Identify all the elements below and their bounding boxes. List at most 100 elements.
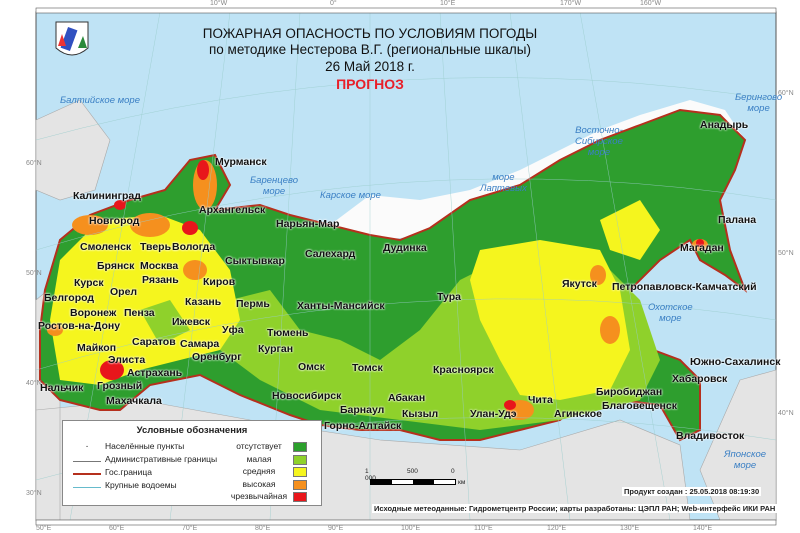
- legend-title: Условные обозначения: [136, 425, 248, 436]
- city-label: Смоленск: [80, 241, 132, 253]
- city-label: Магадан: [680, 242, 724, 254]
- danger-level-swatch: [293, 467, 307, 477]
- grid-label: 60°E: [109, 525, 125, 532]
- city-label: Белгород: [44, 292, 95, 304]
- city-label: Самара: [180, 338, 220, 350]
- grid-label: 160°W: [640, 0, 662, 7]
- legend-symbol-label: Гос.граница: [105, 467, 152, 477]
- city-label: Томск: [352, 362, 383, 374]
- city-label: Тверь: [140, 241, 172, 253]
- city-label: Биробиджан: [596, 386, 663, 398]
- city-label: Агинское: [554, 408, 602, 420]
- data-source: Исходные метеоданные: Гидрометцентр Росс…: [372, 504, 778, 513]
- city-label: Саратов: [132, 336, 176, 348]
- city-label: Сыктывкар: [225, 255, 285, 267]
- grid-label: 40°N: [26, 380, 42, 387]
- city-label: Грозный: [97, 380, 143, 392]
- grid-label: 10°E: [440, 0, 456, 7]
- city-label: Абакан: [388, 392, 426, 404]
- city-label: Хабаровск: [672, 373, 728, 385]
- danger-level-swatch: [293, 492, 307, 502]
- city-label: Уфа: [222, 324, 244, 336]
- city-label: Брянск: [97, 260, 135, 272]
- sea-label: Карское море: [320, 190, 381, 201]
- sea-label: Балтийское море: [60, 95, 141, 106]
- danger-level-label: чрезвычайная: [230, 491, 288, 501]
- grid-label: 10°W: [210, 0, 228, 7]
- city-label: Москва: [140, 260, 179, 272]
- grid-label: 110°E: [474, 525, 493, 532]
- city-label: Ханты-Мансийск: [297, 300, 385, 312]
- city-label: Якутск: [562, 278, 597, 290]
- city-label: Петропавловск-Камчатский: [612, 281, 757, 293]
- admin-border-icon: [73, 457, 101, 463]
- water-body-icon: [73, 483, 101, 489]
- grid-label: 70°E: [182, 525, 198, 532]
- legend-symbol-label: Крупные водоемы: [105, 480, 177, 490]
- city-label: Архангельск: [199, 204, 266, 216]
- grid-label: 130°E: [620, 525, 640, 532]
- grid-label: 80°E: [255, 525, 271, 532]
- sea-label: море Лаптевых: [480, 172, 527, 194]
- city-label: Новгород: [89, 215, 140, 227]
- grid-label: 60°N: [778, 90, 794, 97]
- legend: Условные обозначения · Населённые пункты …: [62, 420, 322, 506]
- grid-label: 50°N: [778, 250, 794, 257]
- danger-level-label: малая: [246, 453, 272, 464]
- city-label: Казань: [185, 296, 222, 308]
- grid-label: 30°N: [26, 490, 42, 497]
- city-label: Ижевск: [172, 316, 210, 328]
- city-label: Нальчик: [40, 382, 84, 394]
- city-label: Новосибирск: [272, 390, 342, 402]
- grid-label: 50°E: [36, 525, 52, 532]
- city-label: Кызыл: [402, 408, 439, 420]
- city-label: Тюмень: [267, 327, 309, 339]
- scale-label: 500: [407, 468, 418, 475]
- city-label: Рязань: [142, 274, 179, 286]
- city-label: Нарьян-Мар: [276, 218, 340, 230]
- sea-label: Берингово море: [735, 92, 783, 114]
- sea-label: Восточно- Сибирское море: [575, 125, 623, 158]
- state-border-icon: [73, 470, 101, 476]
- city-label: Элиста: [108, 354, 146, 366]
- danger-level-label: высокая: [242, 478, 276, 489]
- danger-level-swatch: [293, 454, 307, 465]
- sea-label: Охотское море: [648, 302, 693, 324]
- city-label: Калининград: [73, 190, 141, 202]
- city-label: Мурманск: [215, 156, 267, 168]
- scale-label: 0: [451, 468, 455, 475]
- created-timestamp: Продукт создан : 25.05.2018 08:19:30: [622, 487, 762, 496]
- danger-level-swatch: [293, 442, 307, 452]
- city-label: Омск: [298, 361, 325, 373]
- city-label: Пенза: [124, 307, 155, 319]
- grid-label: 50°N: [26, 270, 42, 277]
- legend-symbol-label: Населённые пункты: [105, 441, 185, 451]
- city-label: Воронеж: [70, 307, 117, 319]
- city-label: Орел: [110, 286, 138, 298]
- city-label: Пермь: [236, 298, 270, 310]
- city-label: Майкоп: [77, 342, 117, 354]
- city-label: Салехард: [305, 248, 356, 260]
- city-label: Владивосток: [676, 430, 745, 442]
- danger-level-label: отсутствует: [236, 441, 282, 451]
- forecast-label: ПРОГНОЗ: [336, 76, 404, 92]
- grid-label: 140°E: [693, 525, 713, 532]
- city-label: Дудинка: [383, 242, 427, 254]
- city-label: Астрахань: [127, 367, 183, 379]
- danger-level-swatch: [293, 479, 307, 490]
- logo: [55, 21, 89, 56]
- city-label: Курск: [74, 277, 104, 289]
- sea-label: Баренцево море: [250, 175, 299, 197]
- city-label: Тура: [437, 291, 461, 303]
- grid-label: 100°E: [401, 525, 421, 532]
- map-date: 26 Май 2018 г.: [325, 59, 415, 74]
- city-label: Палана: [718, 214, 757, 226]
- legend-symbol-label: Административные границы: [105, 454, 218, 464]
- city-label: Южно-Сахалинск: [690, 356, 781, 368]
- grid-label: 60°N: [26, 160, 42, 167]
- city-label: Курган: [258, 343, 294, 355]
- city-label: Благовещенск: [602, 400, 677, 412]
- city-label: Ростов-на-Дону: [38, 320, 121, 332]
- grid-label: 90°E: [328, 525, 344, 532]
